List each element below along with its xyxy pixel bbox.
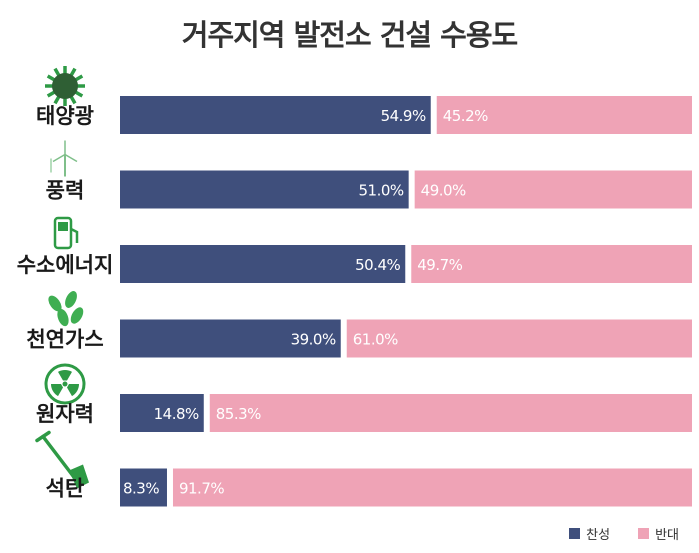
legend-item-oppose: 반대 [638, 524, 679, 543]
bar-row: 풍력 51.0% 49.0% [46, 140, 692, 209]
sun-icon [45, 66, 85, 106]
bar-row: 천연가스 39.0% 61.0% [26, 291, 692, 358]
bar-favor [120, 170, 409, 209]
data-label-oppose: 49.7% [417, 256, 462, 274]
hydrogen-pump-icon [53, 216, 79, 250]
data-label-oppose: 91.7% [179, 480, 224, 498]
bar-oppose [209, 394, 692, 432]
legend-label-oppose: 반대 [655, 528, 679, 543]
bar-oppose [346, 319, 692, 358]
data-label-favor: 50.4% [355, 256, 400, 274]
category-label: 석탄 [46, 477, 85, 501]
data-label-oppose: 85.3% [216, 405, 261, 423]
legend-label-favor: 찬성 [586, 528, 611, 543]
bar-oppose [172, 468, 692, 507]
bar-favor [120, 394, 204, 432]
bar-oppose [411, 245, 692, 283]
data-label-favor: 39.0% [291, 331, 336, 349]
data-label-oppose: 49.0% [421, 182, 466, 200]
data-label-oppose: 61.0% [353, 331, 398, 349]
category-label: 원자력 [36, 402, 94, 426]
bar-oppose [414, 170, 692, 209]
legend-item-favor: 찬성 [569, 524, 610, 543]
wind-turbine-icon [50, 140, 78, 177]
bar-favor [120, 96, 431, 134]
category-label: 태양광 [36, 104, 94, 128]
bar-oppose [436, 96, 692, 134]
legend: 찬성 반대 [551, 524, 679, 543]
bar-row: 원자력 14.8% 85.3% [36, 363, 692, 432]
category-label: 풍력 [46, 179, 85, 203]
legend-swatch-oppose [638, 528, 650, 539]
data-label-favor: 14.8% [154, 405, 199, 423]
chart-title: 거주지역 발전소 건설 수용도 [181, 18, 518, 52]
bar-row: 석탄 8.3% 91.7% [35, 430, 692, 507]
radiation-icon [44, 363, 86, 405]
data-label-favor: 8.3% [123, 480, 159, 498]
legend-swatch-favor [569, 528, 581, 539]
category-label: 수소에너지 [17, 253, 114, 277]
leaf-icon [48, 291, 84, 327]
bar-favor [120, 245, 406, 283]
shovel-icon [35, 430, 89, 489]
data-label-favor: 51.0% [359, 182, 404, 200]
bar-row: 수소에너지 50.4% 49.7% [17, 216, 692, 283]
data-label-favor: 54.9% [381, 107, 426, 125]
data-label-oppose: 45.2% [443, 107, 488, 125]
bar-row: 태양광 54.9% 45.2% [36, 66, 692, 134]
bar-favor [120, 468, 167, 507]
category-label: 천연가스 [26, 328, 103, 352]
bar-favor [120, 319, 341, 358]
